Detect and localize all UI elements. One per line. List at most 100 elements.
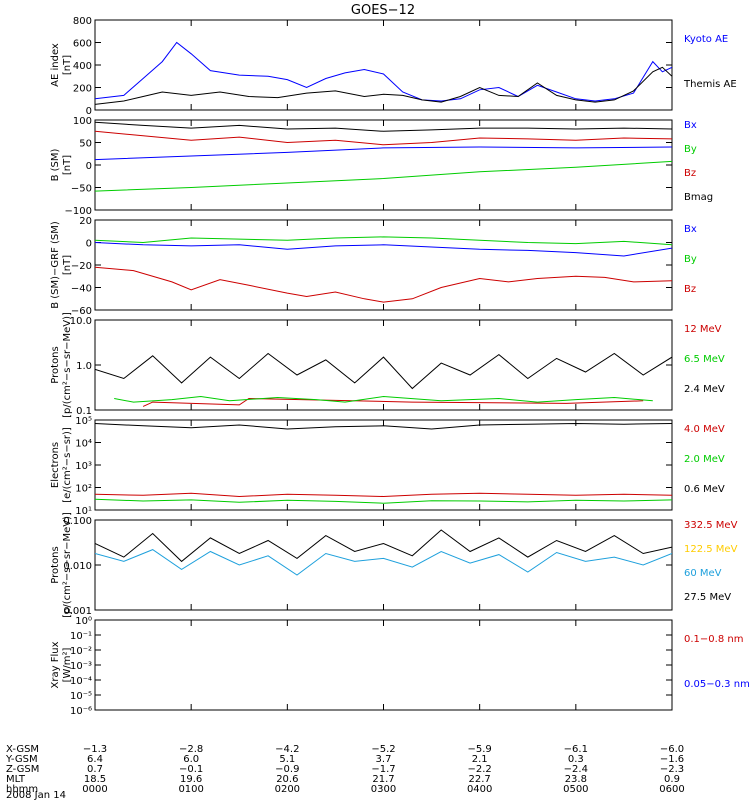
y-tick-label: 10⁻² xyxy=(70,646,92,657)
y-axis-label: AE index[nT] xyxy=(50,43,73,87)
series-line xyxy=(142,397,644,407)
footer-value: 22.7 xyxy=(469,774,491,785)
series-line xyxy=(95,549,672,576)
y-tick-label: 10⁻⁴ xyxy=(70,676,92,687)
y-axis-label: Protons[p/(cm²−s−sr−MeV)] xyxy=(50,512,73,618)
footer-value: −1.7 xyxy=(371,764,395,775)
footer-value: −2.3 xyxy=(660,764,684,775)
panel-2: −100 −50 0 50 100 B (SM)[nT] Bx By Bz Bmag xyxy=(50,116,713,217)
legend-entry: 2.0 MeV xyxy=(684,454,725,465)
y-tick-label: 400 xyxy=(73,61,92,72)
y-axis-label: B (SM)−GRF (SM)[nT] xyxy=(50,221,73,309)
footer-date: 2008 Jan 14 xyxy=(6,790,66,800)
y-axis-label-line: [e/(cm²−s−sr)] xyxy=(62,427,73,503)
series-line xyxy=(95,492,672,498)
footer-value: −2.2 xyxy=(468,764,492,775)
legend-entry: Bmag xyxy=(684,192,713,203)
y-tick-label: −20 xyxy=(71,261,92,272)
y-axis-label-line: B (SM) xyxy=(50,148,61,181)
series-line xyxy=(95,266,672,303)
legend-entry: 0.1−0.8 nm xyxy=(684,634,743,645)
footer-value: 23.8 xyxy=(565,774,587,785)
y-tick-label: 10⁰ xyxy=(75,616,92,627)
panel-frame xyxy=(94,619,673,711)
y-tick-label: 10³ xyxy=(75,461,92,472)
series-line xyxy=(95,529,672,563)
legend-entry: 332.5 MeV xyxy=(684,520,738,531)
series-line xyxy=(95,422,672,430)
footer-value: 0200 xyxy=(275,784,300,795)
legend-entry: 122.5 MeV xyxy=(684,544,738,555)
series-line xyxy=(95,498,672,504)
panel-7: 10⁻⁶ 10⁻⁵ 10⁻⁴ 10⁻³ 10⁻² 10⁻¹ 10⁰ Xray Flux[W/m… xyxy=(50,616,750,717)
footer-value: −1.3 xyxy=(83,744,107,755)
legend-entry: 60 MeV xyxy=(684,568,722,579)
panel-frame xyxy=(94,219,673,311)
legend-entry: 6.5 MeV xyxy=(684,354,725,365)
y-tick-label: 10¹ xyxy=(75,506,92,517)
legend-entry: Themis AE xyxy=(683,79,737,90)
y-axis-label-line: Protons xyxy=(50,546,61,583)
footer-value: −4.2 xyxy=(275,744,299,755)
footer-value: 0.3 xyxy=(568,754,584,765)
footer-value: 2.1 xyxy=(472,754,488,765)
y-tick-label: 800 xyxy=(73,16,92,27)
legend-entry: Bz xyxy=(684,284,696,295)
y-axis-label-line: [p/(cm²−s−sr−MeV)] xyxy=(62,512,73,618)
footer-value: 20.6 xyxy=(276,774,298,785)
y-tick-label: 0.010 xyxy=(63,561,92,572)
y-axis-label-line: [p/(cm²−s−sr−MeV)] xyxy=(62,312,73,418)
panel-1: 0 200 400 600 800 AE index[nT] Kyoto AE Themis … xyxy=(50,16,737,117)
y-axis-label-line: [nT] xyxy=(62,155,73,175)
legend-entry: Bz xyxy=(684,168,696,179)
y-axis-label: Xray Flux[W/m²] xyxy=(50,641,73,688)
y-axis-label-line: AE index xyxy=(50,43,61,87)
y-axis-label-line: [W/m²] xyxy=(62,647,73,682)
y-tick-label: 20 xyxy=(79,216,92,227)
footer-value: −6.1 xyxy=(564,744,588,755)
y-axis-label-line: [nT] xyxy=(62,255,73,275)
footer-value: 19.6 xyxy=(180,774,202,785)
footer-value: 0400 xyxy=(467,784,492,795)
y-axis-label-line: Protons xyxy=(50,346,61,383)
footer-value: −0.1 xyxy=(179,764,203,775)
series-line xyxy=(95,160,672,192)
legend-entry: By xyxy=(684,144,697,155)
footer-value: 0.7 xyxy=(87,764,103,775)
y-tick-label: 600 xyxy=(73,39,92,50)
legend-entry: 4.0 MeV xyxy=(684,424,725,435)
panel-frame xyxy=(94,519,673,611)
y-axis-label: Electrons[e/(cm²−s−sr)] xyxy=(50,427,73,503)
y-tick-label: 0.001 xyxy=(63,606,92,617)
series-line xyxy=(95,41,672,102)
y-tick-label: 50 xyxy=(79,139,92,150)
series-line xyxy=(95,236,672,246)
footer-value: 21.7 xyxy=(372,774,394,785)
footer-value: 0500 xyxy=(563,784,588,795)
legend-entry: 0.05−0.3 nm xyxy=(684,679,750,690)
series-line xyxy=(114,395,653,403)
series-line xyxy=(95,146,672,161)
y-tick-label: 0.100 xyxy=(63,516,92,527)
legend-entry: 27.5 MeV xyxy=(684,592,731,603)
footer-value: −2.8 xyxy=(179,744,203,755)
footer-value: 0100 xyxy=(178,784,203,795)
footer-row-label: MLT xyxy=(6,774,26,785)
legend-entry: By xyxy=(684,254,697,265)
panel-3: −60 −40 −20 0 20 B (SM)−GRF (SM)[nT] Bx By Bz xyxy=(50,216,697,317)
footer-value: 0000 xyxy=(82,784,107,795)
series-line xyxy=(95,121,672,132)
series-line xyxy=(95,242,672,257)
footer-row-label: Z-GSM xyxy=(6,764,39,775)
series-line xyxy=(95,66,672,105)
plot-title: GOES−12 xyxy=(351,3,415,18)
footer-value: −1.6 xyxy=(660,754,684,765)
legend-entry: 2.4 MeV xyxy=(684,384,725,395)
footer-value: −6.0 xyxy=(660,744,684,755)
footer-row-label: Y-GSM xyxy=(5,754,38,765)
legend-entry: Bx xyxy=(684,120,697,131)
y-tick-label: 10⁴ xyxy=(75,439,92,450)
y-tick-label: −100 xyxy=(65,206,92,217)
